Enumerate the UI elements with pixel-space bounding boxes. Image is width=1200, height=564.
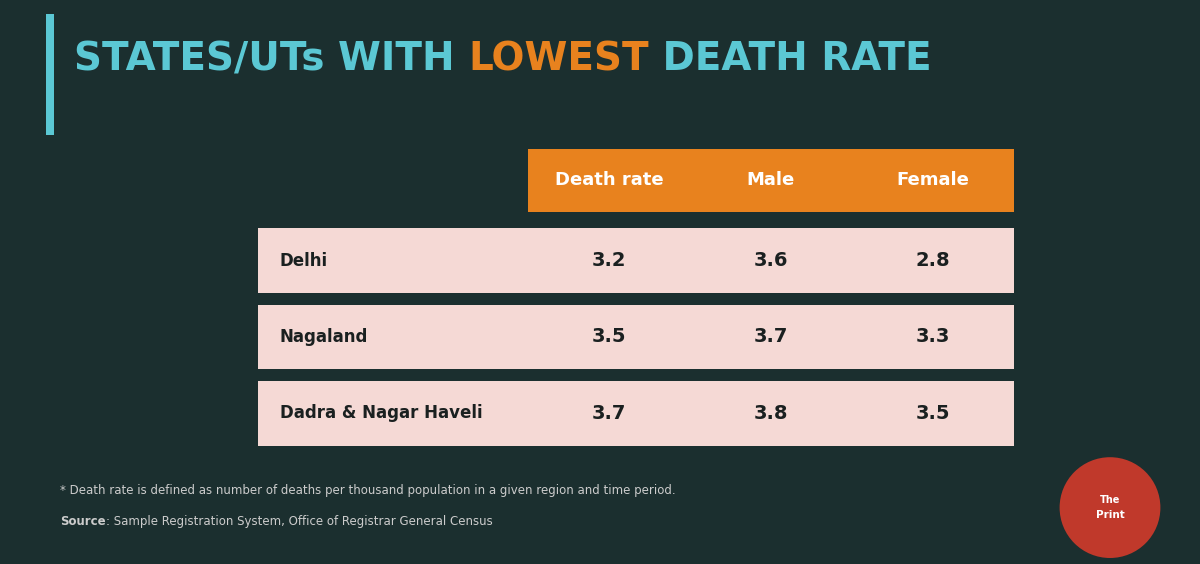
Text: 2.8: 2.8 bbox=[916, 252, 950, 270]
Bar bbox=[852, 381, 1014, 446]
Bar bbox=[852, 228, 1014, 293]
Bar bbox=[46, 14, 54, 135]
Bar bbox=[258, 381, 528, 446]
Bar bbox=[528, 149, 1014, 212]
Text: LOWEST: LOWEST bbox=[468, 40, 649, 78]
Text: Source: Source bbox=[60, 515, 106, 528]
Bar bbox=[528, 228, 690, 293]
Text: * Death rate is defined as number of deaths per thousand population in a given r: * Death rate is defined as number of dea… bbox=[60, 484, 676, 497]
Text: Dadra & Nagar Haveli: Dadra & Nagar Haveli bbox=[280, 404, 482, 422]
Text: Print: Print bbox=[1096, 510, 1124, 520]
Text: 3.2: 3.2 bbox=[592, 252, 626, 270]
Bar bbox=[690, 305, 852, 369]
Bar bbox=[258, 305, 528, 369]
Text: 3.8: 3.8 bbox=[754, 404, 788, 422]
Text: Female: Female bbox=[896, 171, 970, 190]
Text: 3.3: 3.3 bbox=[916, 328, 950, 346]
Text: 3.6: 3.6 bbox=[754, 252, 788, 270]
Text: 3.5: 3.5 bbox=[916, 404, 950, 422]
Text: Death rate: Death rate bbox=[554, 171, 664, 190]
Bar bbox=[690, 381, 852, 446]
Text: The: The bbox=[1100, 495, 1120, 505]
Text: STATES/UTs WITH: STATES/UTs WITH bbox=[74, 40, 468, 78]
Text: 3.5: 3.5 bbox=[592, 328, 626, 346]
Text: Nagaland: Nagaland bbox=[280, 328, 368, 346]
Ellipse shape bbox=[1060, 457, 1160, 558]
Text: Male: Male bbox=[746, 171, 796, 190]
Bar bbox=[690, 228, 852, 293]
Text: : Sample Registration System, Office of Registrar General Census: : Sample Registration System, Office of … bbox=[106, 515, 492, 528]
Text: Delhi: Delhi bbox=[280, 252, 328, 270]
Bar bbox=[528, 305, 690, 369]
Text: DEATH RATE: DEATH RATE bbox=[649, 40, 931, 78]
Bar bbox=[852, 305, 1014, 369]
Bar bbox=[258, 228, 528, 293]
Text: 3.7: 3.7 bbox=[592, 404, 626, 422]
Bar bbox=[528, 381, 690, 446]
Text: 3.7: 3.7 bbox=[754, 328, 788, 346]
